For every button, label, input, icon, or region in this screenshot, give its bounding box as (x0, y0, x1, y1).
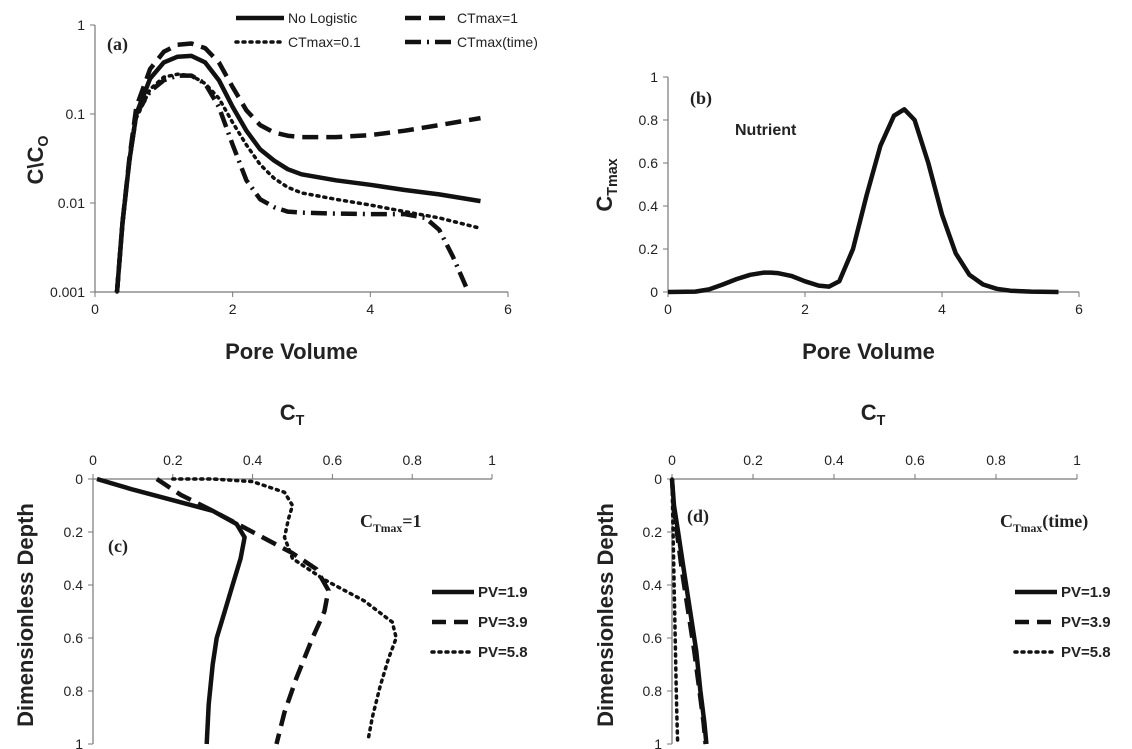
panel-b-y-axis-label: CTmax (592, 158, 621, 211)
panel-a-x-tick-label: 6 (504, 301, 512, 317)
panel-d-x-tick-label: 0.2 (743, 452, 763, 468)
panel-c-series-line-1 (155, 477, 331, 745)
panel-a-legend-label: No Logistic (288, 10, 357, 26)
panel-c-y-tick-label: 0.4 (64, 577, 84, 593)
panel-c-series-line-0 (96, 476, 247, 745)
panel-b-x-tick-label: 2 (801, 301, 809, 317)
panel-b-x-axis-label: Pore Volume (802, 339, 935, 364)
panel-b-y-axis-label-main: C (592, 196, 617, 212)
panel-c-y-tick-label: 0.2 (64, 524, 84, 540)
panel-a-series-line-3 (114, 73, 469, 293)
panel-a-y-tick-label: 1 (77, 17, 85, 33)
panel-a-chart: 0 2 4 6 0.001 0.01 0.1 1 Pore Volume C\CO (a) No Lo… (23, 10, 538, 364)
panel-b-x-tick-label: 0 (664, 301, 672, 317)
panel-a-x-tick-label: 2 (229, 301, 237, 317)
panel-d-annotation: CTmax(time) (1000, 511, 1088, 535)
panel-b-y-tick-label: 0.6 (639, 155, 659, 171)
panel-c-y-tick-label: 0.8 (64, 683, 84, 699)
panel-d-legend-label: PV=5.8 (1061, 644, 1111, 661)
panel-a-x-tick-label: 0 (91, 301, 99, 317)
panel-d-annotation-main: C (1000, 511, 1013, 531)
panel-a-y-axis-label-main: C\C (23, 147, 48, 185)
panel-c-x-tick-label: 0.4 (243, 452, 263, 468)
panel-b-annotation: Nutrient (735, 122, 797, 139)
panel-c-x-tick-label: 0.2 (163, 452, 183, 468)
panel-c-y-tick-label: 0 (75, 471, 83, 487)
panel-d-annotation-sub: Tmax (1013, 522, 1042, 535)
panel-c-x-axis-label: CT (280, 400, 305, 429)
panel-c-legend-label: PV=3.9 (478, 614, 528, 631)
panel-b-series-line-0 (667, 107, 1059, 295)
panel-b-y-tick-label: 0 (650, 284, 658, 300)
panel-d-panel-label: (d) (687, 506, 709, 527)
panel-c-x-tick-label: 0 (89, 452, 97, 468)
panel-c-x-tick-label: 0.6 (323, 452, 343, 468)
panel-b-y-tick-label: 0.2 (639, 241, 659, 257)
panel-d-chart: 0 0.2 0.4 0.6 0.8 100.20.40.60.81CTDimensionl… (593, 400, 1111, 749)
panel-b-y-tick-label: 1 (650, 69, 658, 85)
panel-d-series-line-2 (670, 477, 680, 746)
panel-c-x-tick-label: 0.8 (402, 452, 422, 468)
panel-c-annotation: CTmax=1 (360, 511, 421, 535)
panel-c-legend-label: PV=1.9 (478, 584, 528, 601)
panel-c-series-line-2 (171, 477, 398, 741)
panel-a-legend-label: CTmax=0.1 (288, 34, 361, 50)
panel-c-legend-label: PV=5.8 (478, 644, 528, 661)
panel-d-series-line-1 (669, 478, 708, 745)
panel-d-x-tick-label: 1 (1073, 452, 1081, 468)
panel-b-y-tick-label: 0.4 (639, 198, 659, 214)
panel-d-y-tick-label: 1 (654, 736, 662, 749)
panel-b-panel-label: (b) (690, 88, 712, 109)
panel-c-x-axis-label-sub: T (296, 413, 305, 429)
panel-d-annotation-tail: (time) (1042, 511, 1088, 532)
panel-a-panel-label: (a) (107, 34, 128, 55)
panel-c-annotation-tail: =1 (402, 511, 421, 531)
panel-d-y-tick-label: 0.4 (643, 577, 663, 593)
panel-d-x-axis-label-sub: T (877, 413, 886, 429)
panel-c-panel-label: (c) (108, 536, 128, 557)
panel-d-legend-label: PV=3.9 (1061, 614, 1111, 631)
panel-a-x-tick-label: 4 (366, 301, 374, 317)
panel-c-y-tick-label: 0.6 (64, 630, 84, 646)
panel-d-x-axis-label-main: C (861, 400, 877, 425)
panel-c-y-axis-label: Dimensionless Depth (13, 503, 38, 727)
panel-d-x-tick-label: 0.6 (905, 452, 925, 468)
panel-d-y-tick-label: 0.8 (643, 683, 663, 699)
panel-a-y-axis-label-sub: O (36, 135, 52, 146)
panel-a-legend-label: CTmax(time) (457, 34, 538, 50)
panel-c-x-tick-label: 1 (488, 452, 496, 468)
panel-c-chart: 0 0.2 0.4 0.6 0.8 100.20.40.60.81CTDimensionl… (13, 400, 528, 749)
panel-b-x-tick-label: 4 (938, 301, 946, 317)
panel-b-y-tick-label: 0.8 (639, 112, 659, 128)
panel-d-x-tick-label: 0 (668, 452, 676, 468)
panel-a-legend-label: CTmax=1 (457, 10, 518, 26)
panel-a-series-line-0 (114, 53, 481, 293)
panel-d-y-axis-label: Dimensionless Depth (593, 503, 618, 727)
panel-d-legend-label: PV=1.9 (1061, 584, 1111, 601)
panel-c-y-tick-label: 1 (75, 736, 83, 749)
panel-d-x-tick-label: 0.8 (986, 452, 1006, 468)
panel-d-x-axis-label: CT (861, 400, 886, 429)
panel-b-x-tick-label: 6 (1075, 301, 1083, 317)
panel-a-series-line-1 (115, 72, 483, 294)
panel-c-annotation-sub: Tmax (373, 522, 402, 535)
panel-d-y-tick-label: 0.6 (643, 630, 663, 646)
panel-c-x-axis-label-main: C (280, 400, 296, 425)
panel-d-y-tick-label: 0 (654, 471, 662, 487)
panel-b-y-axis-label-sub: Tmax (605, 158, 621, 195)
panel-a-y-tick-label: 0.001 (50, 284, 85, 300)
panel-a-y-axis-label: C\CO (23, 135, 52, 184)
panel-a-series-line-2 (114, 41, 481, 293)
panel-a-y-tick-label: 0.1 (66, 106, 86, 122)
panel-a-x-axis-label: Pore Volume (225, 339, 358, 364)
panel-a-y-tick-label: 0.01 (58, 195, 85, 211)
panel-c-annotation-main: C (360, 511, 373, 531)
panel-d-x-tick-label: 0.4 (824, 452, 844, 468)
panel-b-chart: 0 2 4 6 0 0.2 0.4 0.6 0.8 1 Pore Volume CTmax (b) Nut… (592, 69, 1083, 364)
panel-d-y-tick-label: 0.2 (643, 524, 663, 540)
